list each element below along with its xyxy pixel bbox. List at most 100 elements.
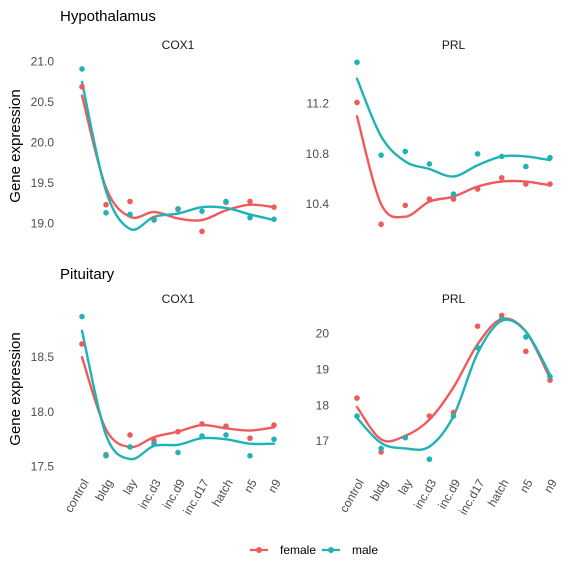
data-point-male — [474, 151, 481, 157]
data-point-male — [103, 452, 109, 459]
x-tick-label: hatch — [209, 477, 236, 509]
facet-title-hypothalamus-prl: PRL — [442, 38, 466, 52]
data-point-female — [79, 83, 85, 90]
data-point-male — [378, 445, 384, 452]
data-point-male — [402, 434, 409, 441]
y-tick-label: 11.2 — [307, 97, 330, 111]
x-tick-label: lay — [395, 477, 415, 497]
x-tick-label: bldg — [368, 477, 391, 504]
x-tick-label: control — [337, 477, 367, 515]
data-point-male — [79, 66, 85, 72]
legend-label-male: male — [352, 543, 378, 557]
data-point-male — [523, 334, 529, 340]
data-point-male — [223, 198, 229, 205]
data-point-female — [103, 201, 109, 208]
x-tick-label: n5 — [517, 476, 536, 495]
facet-hypothalamus-cox1: COX1 19.0 19.5 20.0 20.5 21.0 — [31, 38, 277, 235]
data-point-female — [271, 422, 277, 428]
x-tick-label: control — [62, 477, 92, 515]
trend-line-female — [80, 94, 276, 222]
y-axis-label-pituitary: Gene expression — [7, 332, 24, 445]
y-axis-label-hypothalamus: Gene expression — [7, 89, 24, 202]
data-point-female — [474, 186, 481, 192]
data-point-male — [271, 216, 277, 223]
data-point-female — [199, 421, 205, 427]
data-point-female — [450, 196, 457, 202]
legend: female male — [250, 543, 378, 557]
y-tick-label: 10.4 — [306, 197, 330, 211]
x-tick-label: bldg — [92, 477, 115, 504]
x-tick-label: inc.d3 — [411, 476, 439, 511]
data-point-male — [199, 433, 205, 439]
legend-item-female: female — [250, 543, 316, 557]
data-point-female — [247, 435, 253, 442]
y-tick-label: 18 — [316, 398, 330, 412]
data-point-female — [426, 413, 433, 419]
facet-title-hypothalamus-cox1: COX1 — [162, 38, 195, 52]
data-point-male — [498, 153, 505, 160]
data-point-male — [402, 148, 409, 155]
y-tick-label: 18.5 — [31, 350, 55, 364]
data-point-male — [175, 449, 181, 456]
data-point-female — [378, 221, 384, 228]
y-tick-label: 19.5 — [31, 176, 55, 190]
legend-key-point-male — [328, 547, 334, 553]
trend-line-male — [355, 77, 552, 178]
trend-line-male — [80, 80, 276, 231]
trend-line-female — [355, 115, 552, 219]
legend-label-female: female — [280, 543, 316, 557]
data-point-female — [79, 341, 85, 347]
data-point-female — [127, 198, 133, 205]
facet-title-pituitary-cox1: COX1 — [162, 292, 195, 306]
data-point-female — [271, 204, 277, 210]
data-point-female — [223, 423, 229, 429]
section-title-pituitary: Pituitary — [60, 266, 115, 283]
y-tick-label: 17 — [316, 434, 330, 448]
x-tick-label: n9 — [541, 476, 560, 495]
data-point-male — [223, 432, 229, 438]
data-point-male — [271, 436, 277, 443]
y-tick-label: 21.0 — [31, 55, 55, 69]
data-point-male — [498, 316, 505, 322]
x-tick-label: n5 — [241, 476, 260, 495]
data-point-male — [103, 209, 109, 216]
data-point-female — [474, 323, 481, 329]
facet-hypothalamus-prl: PRL 10.4 10.8 11.2 — [306, 38, 553, 228]
data-point-male — [426, 161, 433, 167]
legend-key-point-female — [256, 547, 262, 553]
data-point-male — [426, 456, 433, 463]
legend-item-male: male — [322, 543, 378, 557]
data-point-male — [199, 208, 205, 214]
y-tick-label: 17.5 — [31, 460, 55, 474]
data-point-male — [151, 217, 157, 223]
data-point-male — [354, 59, 360, 66]
data-point-male — [547, 373, 553, 380]
data-point-male — [247, 214, 253, 221]
y-tick-label: 19.0 — [31, 216, 55, 230]
data-point-male — [151, 440, 157, 447]
x-tick-label: lay — [120, 477, 140, 497]
data-point-male — [450, 191, 457, 197]
data-point-male — [523, 163, 529, 170]
data-point-male — [247, 452, 253, 459]
trend-line-male — [355, 318, 552, 451]
data-point-female — [354, 99, 360, 106]
data-point-female — [354, 395, 360, 401]
data-point-female — [199, 228, 205, 235]
x-tick-label: inc.d3 — [136, 476, 164, 511]
y-tick-label: 10.8 — [306, 147, 330, 161]
data-point-female — [175, 428, 181, 435]
facet-panels: COX1 19.0 19.5 20.0 20.5 21.0 PRL 10.4 10.8 11.2 C… — [31, 38, 560, 517]
y-tick-label: 19 — [316, 362, 330, 376]
data-point-male — [354, 413, 360, 419]
data-point-female — [547, 181, 553, 187]
data-point-female — [426, 196, 433, 202]
y-tick-label: 20.0 — [31, 135, 55, 149]
trend-line-male — [80, 329, 276, 461]
data-point-female — [127, 432, 133, 438]
data-point-female — [402, 202, 409, 209]
x-tick-label: n9 — [265, 476, 284, 495]
data-point-male — [127, 444, 133, 450]
